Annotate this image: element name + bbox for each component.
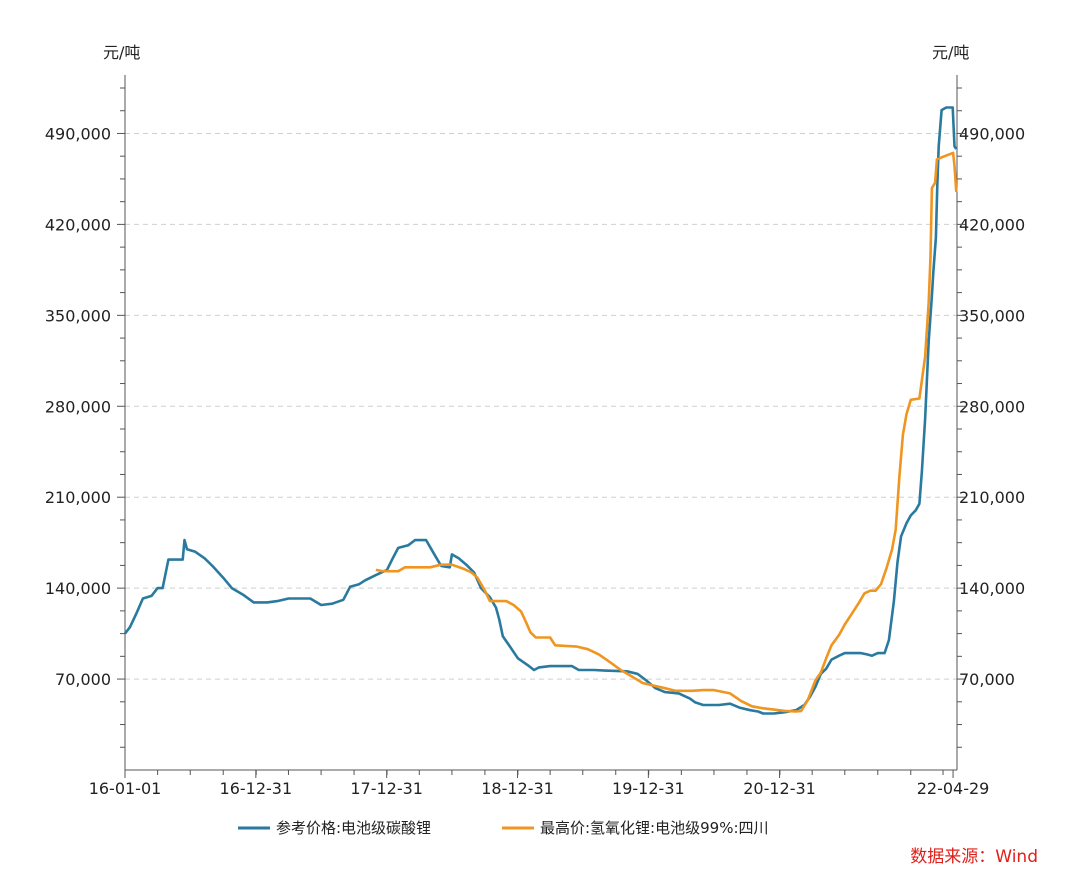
y-tick-label-left: 70,000 bbox=[55, 670, 111, 689]
series-lines bbox=[123, 106, 958, 715]
y-tick-label-right: 140,000 bbox=[959, 579, 1025, 598]
y-tick-label-left: 140,000 bbox=[45, 579, 111, 598]
x-tick-label: 22-04-29 bbox=[917, 779, 990, 798]
y-tick-label-right: 420,000 bbox=[959, 215, 1025, 234]
y-tick-label-left: 350,000 bbox=[45, 306, 111, 325]
y-tick-label-right: 350,000 bbox=[959, 306, 1025, 325]
right-axis-unit: 元/吨 bbox=[932, 43, 969, 62]
source-note: 数据来源：Wind bbox=[910, 847, 1038, 867]
axes: 70,000 70,000 140,000 140,000 210,000 210,000… bbox=[45, 75, 1025, 798]
y-tick-label-left: 490,000 bbox=[45, 124, 111, 143]
y-tick-label-left: 280,000 bbox=[45, 397, 111, 416]
legend: 参考价格:电池级碳酸锂 最高价:氢氧化锂:电池级99%:四川 bbox=[238, 819, 769, 837]
legend-label-1: 参考价格:电池级碳酸锂 bbox=[276, 819, 431, 837]
y-tick-label-right: 280,000 bbox=[959, 397, 1025, 416]
left-axis-unit: 元/吨 bbox=[103, 43, 140, 62]
x-tick-label: 16-12-31 bbox=[220, 779, 293, 798]
y-tick-label-right: 210,000 bbox=[959, 488, 1025, 507]
y-tick-label-right: 70,000 bbox=[959, 670, 1015, 689]
gridlines bbox=[125, 132, 957, 680]
y-tick-label-left: 420,000 bbox=[45, 215, 111, 234]
x-tick-label: 16-01-01 bbox=[89, 779, 162, 798]
series-line-2 bbox=[375, 151, 958, 713]
legend-label-2: 最高价:氢氧化锂:电池级99%:四川 bbox=[540, 819, 769, 837]
y-tick-label-left: 210,000 bbox=[45, 488, 111, 507]
series-line-1 bbox=[123, 106, 958, 715]
x-tick-label: 18-12-31 bbox=[481, 779, 554, 798]
x-tick-label: 19-12-31 bbox=[612, 779, 685, 798]
y-tick-label-right: 490,000 bbox=[959, 124, 1025, 143]
x-tick-label: 17-12-31 bbox=[350, 779, 423, 798]
x-tick-label: 20-12-31 bbox=[743, 779, 816, 798]
